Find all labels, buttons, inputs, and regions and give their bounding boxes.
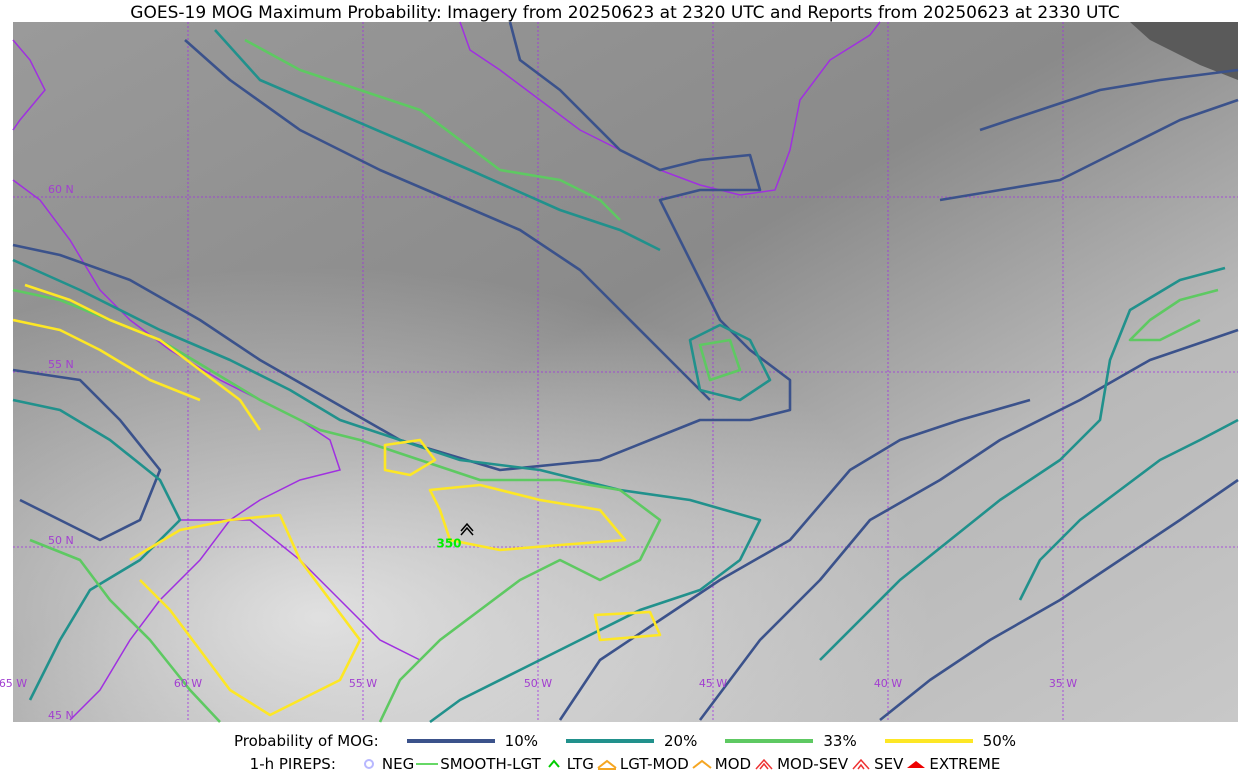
pirep-legend: 1-h PIREPS: NEG SMOOTH-LGT LTG LGT-MOD M… bbox=[0, 755, 1250, 773]
legend-swatch bbox=[884, 739, 973, 743]
probability-legend: Probability of MOG: 10% 20% 33% 50% bbox=[0, 732, 1250, 750]
legend-swatch bbox=[725, 739, 814, 743]
lon-label: 65 W bbox=[0, 677, 27, 690]
legend-item: 10% bbox=[504, 732, 539, 750]
legend-icon bbox=[597, 759, 617, 770]
pirep-icon bbox=[460, 522, 474, 536]
lat-label: 60 N bbox=[48, 183, 74, 196]
legend-item: LGT-MOD bbox=[619, 755, 689, 773]
legend-item: EXTREME bbox=[929, 755, 1001, 773]
lon-label: 35 W bbox=[1049, 677, 1077, 690]
legend-item: MOD-SEV bbox=[777, 755, 849, 773]
no-data-area bbox=[1130, 22, 1238, 80]
lon-label: 50 W bbox=[524, 677, 552, 690]
graticule bbox=[13, 22, 1238, 722]
legend-item: SEV bbox=[874, 755, 904, 773]
legend-item: 33% bbox=[823, 732, 857, 750]
legend-label: Probability of MOG: bbox=[233, 732, 379, 750]
legend-icon bbox=[852, 758, 870, 770]
legend-item: SMOOTH-LGT bbox=[440, 755, 541, 773]
pirep-altitude: 350 bbox=[436, 537, 461, 551]
legend-icon bbox=[363, 759, 374, 769]
legend-item: 20% bbox=[664, 732, 698, 750]
legend-item: 50% bbox=[982, 732, 1017, 750]
lat-label: 45 N bbox=[48, 709, 74, 722]
lat-label: 50 N bbox=[48, 534, 74, 547]
legend-icon bbox=[416, 763, 439, 765]
legend-swatch bbox=[566, 739, 655, 743]
legend-swatch bbox=[406, 739, 495, 743]
lon-label: 55 W bbox=[349, 677, 377, 690]
lon-label: 40 W bbox=[874, 677, 902, 690]
title: GOES-19 MOG Maximum Probability: Imagery… bbox=[130, 3, 1120, 23]
legend-item: LTG bbox=[566, 755, 594, 773]
contours bbox=[12, 21, 1239, 724]
legend-icon bbox=[692, 759, 712, 769]
lat-label: 55 N bbox=[48, 358, 74, 371]
lon-label: 45 W bbox=[699, 677, 727, 690]
legend-icon bbox=[907, 761, 926, 768]
legend-icon bbox=[755, 758, 773, 770]
legend-item: NEG bbox=[381, 755, 415, 773]
legend-icon bbox=[547, 759, 560, 768]
legend-item: MOD bbox=[714, 755, 752, 773]
lon-label: 60 W bbox=[174, 677, 202, 690]
legend-label: 1-h PIREPS: bbox=[249, 755, 336, 773]
